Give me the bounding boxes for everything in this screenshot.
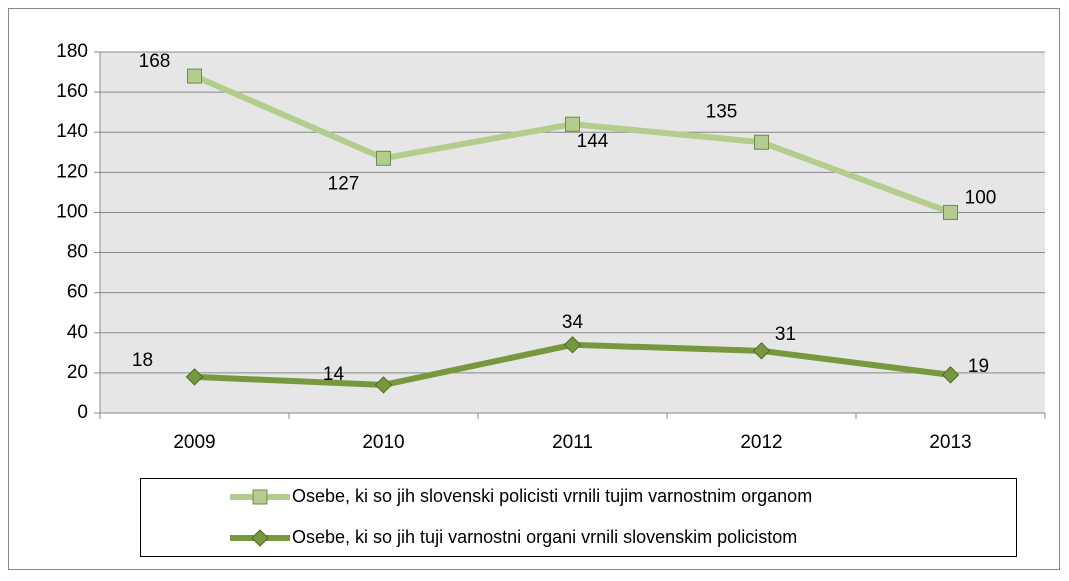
data-label: 14 [323, 364, 345, 385]
x-tick-label: 2013 [929, 432, 971, 453]
data-label: 34 [562, 312, 584, 333]
marker [565, 116, 580, 132]
data-label: 18 [132, 350, 153, 371]
x-tick-label: 2010 [362, 432, 404, 453]
y-tick-label: 80 [67, 242, 88, 263]
data-label: 135 [706, 101, 738, 122]
marker [374, 376, 393, 394]
legend-label: Osebe, ki so jih slovenski policisti vrn… [292, 486, 812, 506]
marker [752, 342, 771, 360]
data-label: 168 [139, 51, 171, 72]
y-tick-label: 20 [67, 362, 88, 383]
marker [251, 529, 269, 547]
marker [252, 489, 268, 505]
y-tick-label: 100 [56, 201, 88, 222]
y-tick-label: 160 [56, 81, 88, 102]
x-tick-label: 2011 [552, 432, 593, 453]
marker [563, 336, 582, 354]
x-tick-label: 2009 [173, 432, 215, 453]
marker [187, 68, 202, 84]
y-tick-label: 140 [56, 121, 88, 142]
plot-area [100, 52, 1045, 413]
data-label: 31 [775, 324, 796, 345]
marker [941, 366, 960, 384]
data-label: 144 [577, 131, 609, 152]
marker [185, 368, 204, 386]
marker [943, 204, 958, 220]
data-label: 19 [968, 356, 989, 377]
data-label: 100 [965, 187, 997, 208]
y-tick-label: 60 [67, 282, 88, 303]
y-tick-label: 180 [56, 41, 88, 62]
marker [376, 150, 391, 166]
y-tick-label: 40 [67, 322, 88, 343]
legend-box [140, 478, 1017, 557]
marker [754, 134, 769, 150]
data-label: 127 [328, 173, 360, 194]
y-tick-label: 120 [56, 161, 88, 182]
y-tick-label: 0 [77, 402, 88, 423]
legend-label: Osebe, ki so jih tuji varnostni organi v… [292, 527, 797, 547]
x-tick-label: 2012 [740, 432, 782, 453]
